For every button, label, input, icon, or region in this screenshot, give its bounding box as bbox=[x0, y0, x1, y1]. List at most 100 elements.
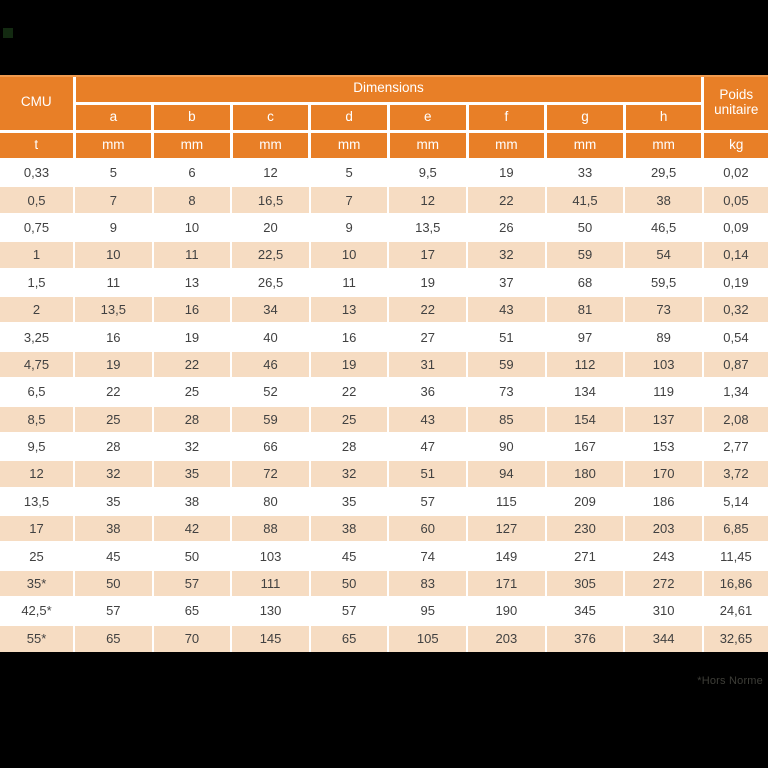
dim-cell: 29,5 bbox=[623, 157, 704, 188]
dim-cell: 376 bbox=[544, 623, 626, 654]
dim-cell: 38 bbox=[308, 514, 390, 544]
dim-cell: 115 bbox=[466, 486, 547, 517]
dim-cell: 19 bbox=[73, 349, 154, 380]
unit-e-header: mm bbox=[386, 129, 469, 161]
cmu-cell: 13,5 bbox=[0, 486, 76, 517]
table-row: 6,5 22 25 52 22 36 73 134 119 1,34 bbox=[0, 377, 768, 407]
dim-cell: 16,5 bbox=[230, 185, 311, 215]
poids-cell: 0,19 bbox=[701, 267, 768, 297]
table-row: 42,5* 57 65 130 57 95 190 345 310 24,61 bbox=[0, 596, 768, 626]
dim-cell: 31 bbox=[387, 349, 469, 380]
unit-b-header: mm bbox=[151, 129, 233, 161]
poids-cell: 2,08 bbox=[701, 404, 768, 434]
dim-cell: 59 bbox=[230, 404, 311, 434]
dim-cell: 17 bbox=[387, 240, 469, 270]
cmu-cell: 6,5 bbox=[0, 377, 76, 407]
footnote: *Hors Norme bbox=[697, 675, 763, 687]
cmu-cell: 1 bbox=[0, 240, 76, 270]
cmu-cell: 2 bbox=[0, 294, 76, 325]
dim-cell: 65 bbox=[151, 596, 233, 626]
dim-col-header-a: a bbox=[72, 101, 155, 133]
dim-cell: 90 bbox=[466, 431, 547, 462]
dim-cell: 81 bbox=[544, 294, 626, 325]
cmu-cell: 0,5 bbox=[0, 185, 76, 215]
cmu-cell: 25 bbox=[0, 541, 76, 571]
table-top-accent-line bbox=[0, 75, 768, 77]
table-row: 4,75 19 22 46 19 31 59 112 103 0,87 bbox=[0, 349, 768, 380]
dim-cell: 134 bbox=[544, 377, 626, 407]
dim-cell: 22 bbox=[308, 377, 390, 407]
dim-cell: 16 bbox=[151, 294, 233, 325]
header-row-units: t mm mm mm mm mm mm mm mm kg bbox=[0, 129, 768, 161]
table-row: 9,5 28 32 66 28 47 90 167 153 2,77 bbox=[0, 431, 768, 462]
dim-cell: 127 bbox=[466, 514, 547, 544]
dim-cell: 85 bbox=[466, 404, 547, 434]
cmu-cell: 9,5 bbox=[0, 431, 76, 462]
dim-cell: 59 bbox=[466, 349, 547, 380]
dim-cell: 52 bbox=[230, 377, 311, 407]
unit-g-header: mm bbox=[544, 129, 626, 161]
poids-unitaire-header: Poids unitaire bbox=[701, 73, 768, 133]
dim-cell: 38 bbox=[623, 185, 704, 215]
table-row: 13,5 35 38 80 35 57 115 209 186 5,14 bbox=[0, 486, 768, 517]
dim-cell: 72 bbox=[230, 459, 311, 489]
dim-cell: 80 bbox=[230, 486, 311, 517]
dim-cell: 22 bbox=[73, 377, 154, 407]
dim-col-header-e: e bbox=[386, 101, 469, 133]
table-row: 1,5 11 13 26,5 11 19 37 68 59,5 0,19 bbox=[0, 267, 768, 297]
dim-col-header-f: f bbox=[465, 101, 548, 133]
dim-cell: 137 bbox=[623, 404, 704, 434]
dim-cell: 28 bbox=[151, 404, 233, 434]
dim-cell: 65 bbox=[73, 623, 154, 654]
dim-cell: 37 bbox=[466, 267, 547, 297]
dim-cell: 65 bbox=[308, 623, 390, 654]
poids-cell: 1,34 bbox=[701, 377, 768, 407]
dim-cell: 73 bbox=[623, 294, 704, 325]
dim-cell: 32 bbox=[73, 459, 154, 489]
dimensions-header: Dimensions bbox=[72, 73, 705, 105]
dim-cell: 59 bbox=[544, 240, 626, 270]
dim-cell: 103 bbox=[623, 349, 704, 380]
dim-cell: 105 bbox=[387, 623, 469, 654]
dim-cell: 35 bbox=[151, 459, 233, 489]
dim-cell: 51 bbox=[387, 459, 469, 489]
cmu-cell: 0,75 bbox=[0, 212, 76, 243]
dim-cell: 19 bbox=[466, 157, 547, 188]
cmu-cell: 55* bbox=[0, 623, 76, 654]
dim-cell: 34 bbox=[230, 294, 311, 325]
table-row: 0,5 7 8 16,5 7 12 22 41,5 38 0,05 bbox=[0, 185, 768, 215]
dim-cell: 203 bbox=[466, 623, 547, 654]
dim-cell: 27 bbox=[387, 322, 469, 352]
dim-cell: 38 bbox=[151, 486, 233, 517]
poids-cell: 11,45 bbox=[701, 541, 768, 571]
dim-cell: 130 bbox=[230, 596, 311, 626]
poids-cell: 0,54 bbox=[701, 322, 768, 352]
dim-col-header-g: g bbox=[544, 101, 626, 133]
dim-cell: 19 bbox=[151, 322, 233, 352]
dim-cell: 25 bbox=[73, 404, 154, 434]
dim-col-header-b: b bbox=[151, 101, 233, 133]
dim-cell: 28 bbox=[308, 431, 390, 462]
poids-cell: 32,65 bbox=[701, 623, 768, 654]
dim-cell: 209 bbox=[544, 486, 626, 517]
table-row: 1 10 11 22,5 10 17 32 59 54 0,14 bbox=[0, 240, 768, 270]
dim-cell: 119 bbox=[623, 377, 704, 407]
dim-cell: 42 bbox=[151, 514, 233, 544]
dim-cell: 22 bbox=[387, 294, 469, 325]
dim-cell: 5 bbox=[308, 157, 390, 188]
dim-cell: 10 bbox=[73, 240, 154, 270]
poids-cell: 3,72 bbox=[701, 459, 768, 489]
dim-cell: 344 bbox=[623, 623, 704, 654]
dim-cell: 11 bbox=[73, 267, 154, 297]
dim-cell: 50 bbox=[308, 568, 390, 599]
dim-cell: 13,5 bbox=[387, 212, 469, 243]
dim-cell: 180 bbox=[544, 459, 626, 489]
dim-cell: 19 bbox=[308, 349, 390, 380]
dim-cell: 74 bbox=[387, 541, 469, 571]
dim-cell: 111 bbox=[230, 568, 311, 599]
unit-c-header: mm bbox=[229, 129, 312, 161]
dim-cell: 16 bbox=[308, 322, 390, 352]
dim-cell: 70 bbox=[151, 623, 233, 654]
dim-cell: 112 bbox=[544, 349, 626, 380]
dim-cell: 345 bbox=[544, 596, 626, 626]
